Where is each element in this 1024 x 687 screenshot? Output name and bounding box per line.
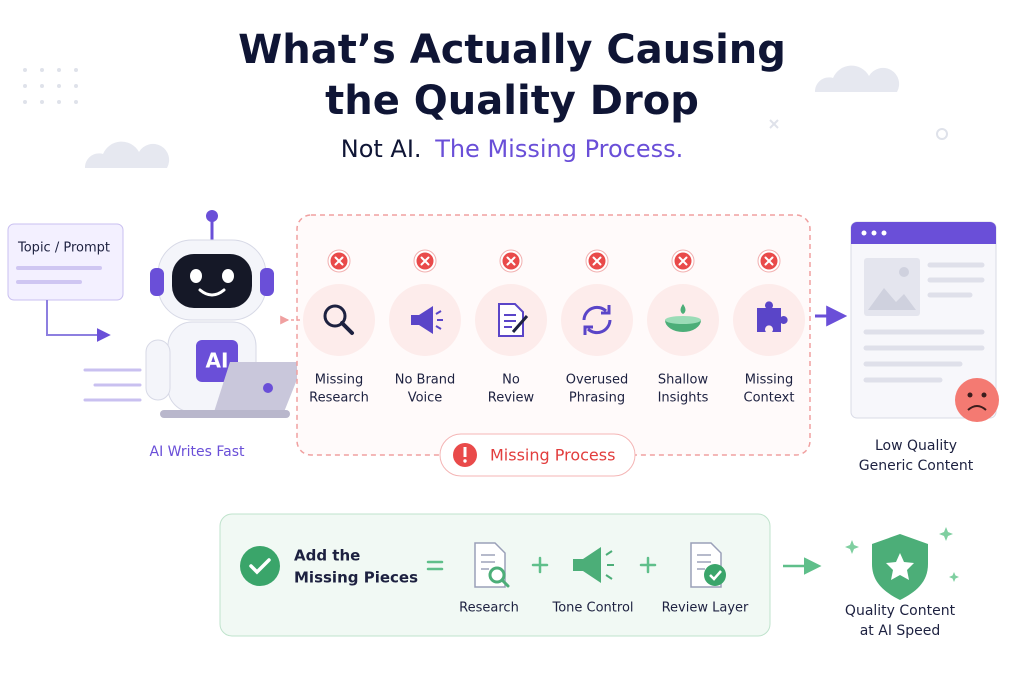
x-mark [506,256,516,266]
robot-badge: AI [206,349,229,373]
icon [582,305,612,335]
icon [481,554,495,570]
missing-item: No Review [475,249,547,406]
icon [411,306,433,334]
item-label: Research [309,391,369,406]
check-mark [249,558,271,575]
fix-pieces: Research Tone Control Review Layer [459,542,749,616]
fix-piece: Tone Control [551,547,634,616]
icon [511,315,529,333]
x-mark [678,256,688,266]
subtitle-highlight: The Missing Process. [434,135,683,163]
piece-label: Tone Control [551,601,633,616]
icon [665,316,701,324]
item-label: Voice [408,391,443,406]
icon [435,310,443,330]
input-label: Topic / Prompt [17,241,110,256]
check-icon [240,546,280,586]
icon [680,304,686,314]
title-line: What’s Actually Causing [238,27,786,73]
x-mark [764,256,774,266]
missing-item: Missing Research [303,249,375,406]
item-label: Missing [745,373,793,388]
icon [500,578,510,588]
item-label: Review [488,391,535,406]
missing-item: Missing Context [733,249,805,406]
missing-item: Overused Phrasing [561,249,633,406]
icon [323,304,347,328]
result-caption: at AI Speed [860,623,941,639]
output-caption: Low Quality [875,438,957,454]
output-window [850,221,999,422]
missing-pill: Missing Process [439,433,636,477]
x-mark [334,256,344,266]
icon [697,554,711,570]
item-label: Context [744,391,795,406]
item-label: Phrasing [569,391,625,406]
operators [426,556,657,574]
icon [488,566,506,584]
icon [709,570,722,581]
icon [340,321,354,335]
icon [757,301,788,332]
item-label: Insights [658,391,709,406]
subtitle: Not AI. The Missing Process. [341,135,684,163]
x-mark [420,256,430,266]
result-shield [845,527,959,600]
subtitle-plain: Not AI. [341,135,422,163]
piece-label: Review Layer [662,601,749,616]
icon [704,564,726,586]
fix-piece: Review Layer [662,542,749,616]
fix-piece: Research [459,542,519,616]
item-label: No Brand [395,373,456,388]
icon [605,550,614,580]
piece-label: Research [459,601,519,616]
icon-circle [303,284,375,356]
missing-item: No Brand Voice [389,249,461,406]
item-label: Overused [566,373,629,388]
icon-circle [561,284,633,356]
item-label: Missing [315,373,363,388]
icon [583,305,611,335]
robot: AI AI Writes Fast [145,210,304,460]
x-mark [592,256,602,266]
output-caption: Generic Content [859,458,974,474]
icon [504,314,516,328]
missing-label: Missing Process [490,446,615,465]
decorations [23,65,948,168]
item-label: Shallow [658,373,709,388]
missing-box [296,214,811,456]
robot-caption: AI Writes Fast [150,444,246,460]
icon [573,547,601,583]
fix-heading: Add the [294,547,360,565]
missing-items: Missing Research No Brand Voice No Review Over… [303,249,805,406]
fix-heading: Missing Pieces [294,569,418,587]
item-label: No [502,373,520,388]
result-caption: Quality Content [845,603,956,619]
input-box: Topic / Prompt [7,223,142,402]
title-line: the Quality Drop [325,78,699,124]
missing-item: Shallow Insights [647,249,719,406]
